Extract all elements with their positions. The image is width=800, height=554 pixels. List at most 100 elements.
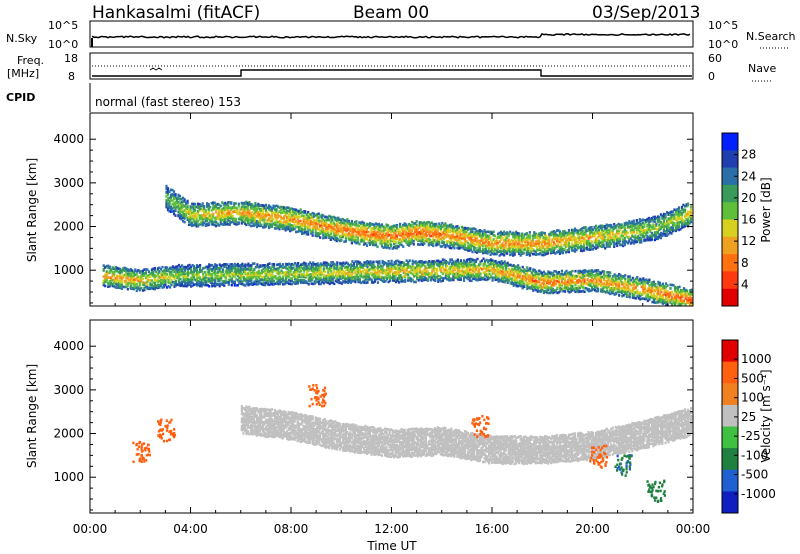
power-cell <box>483 247 486 251</box>
power-cell <box>567 244 571 248</box>
power-cell <box>287 206 290 210</box>
power-cell <box>122 274 125 277</box>
power-cell <box>478 249 482 253</box>
power-cell <box>191 273 194 276</box>
power-cell <box>379 241 382 244</box>
power-cell <box>325 266 328 270</box>
power-cell <box>528 241 531 245</box>
power-cell <box>197 202 200 206</box>
power-cell <box>201 202 204 205</box>
power-cell <box>433 229 436 233</box>
power-cell <box>233 265 236 269</box>
power-cell <box>222 202 225 206</box>
power-cell <box>210 215 213 219</box>
power-cell <box>608 232 611 236</box>
power-cell <box>411 224 414 227</box>
power-cell <box>635 236 638 240</box>
power-cell <box>246 211 249 214</box>
power-cell <box>349 229 352 232</box>
power-cell <box>438 238 441 241</box>
power-cell <box>266 268 270 272</box>
power-cell <box>491 231 494 234</box>
power-cell <box>343 240 346 243</box>
power-cell <box>537 234 540 238</box>
power-cell <box>318 264 321 267</box>
power-cell <box>234 206 237 210</box>
power-cell <box>376 277 380 281</box>
power-cell <box>533 252 536 256</box>
power-cell <box>546 242 549 245</box>
power-cell <box>221 201 224 204</box>
power-cell <box>498 254 501 257</box>
power-cell <box>531 238 534 241</box>
power-cell <box>546 239 549 243</box>
power-cell <box>380 234 384 237</box>
power-cell <box>414 228 417 231</box>
power-cell <box>249 207 252 210</box>
power-cell <box>305 221 308 224</box>
power-cell <box>264 222 268 226</box>
power-cell <box>230 201 233 204</box>
power-cell <box>260 209 263 212</box>
power-cell <box>403 233 406 237</box>
power-cell <box>197 205 200 208</box>
power-cell <box>402 271 405 275</box>
power-cell <box>340 230 343 234</box>
power-cell <box>296 225 299 229</box>
power-cell <box>248 211 251 214</box>
power-cell <box>373 236 376 240</box>
power-cell <box>314 232 317 235</box>
power-cell <box>546 252 549 255</box>
power-cell <box>266 266 270 270</box>
power-cell <box>243 216 246 220</box>
power-cell <box>288 266 291 269</box>
power-cell <box>602 235 605 238</box>
power-cell <box>620 225 623 228</box>
power-cell <box>489 253 492 256</box>
power-cell <box>408 264 411 268</box>
power-cell <box>569 234 572 237</box>
power-cell <box>637 225 640 228</box>
power-cell <box>239 208 242 211</box>
power-cell <box>543 234 546 237</box>
power-cell <box>688 211 691 214</box>
power-cell <box>638 239 641 243</box>
power-cell <box>179 265 182 269</box>
power-cell <box>385 232 388 235</box>
power-cell <box>384 270 387 274</box>
power-cell <box>194 202 197 206</box>
power-cell <box>459 233 462 236</box>
power-cell <box>586 234 589 237</box>
power-cell <box>174 284 178 287</box>
power-cell <box>402 264 405 268</box>
power-cell <box>564 241 568 245</box>
power-cell <box>507 245 510 249</box>
power-cell <box>447 239 450 243</box>
power-cell <box>297 262 300 265</box>
power-cell <box>359 227 362 230</box>
power-cell <box>537 232 540 236</box>
power-cell <box>399 274 402 277</box>
power-cell <box>235 284 238 287</box>
power-cell <box>339 277 342 280</box>
power-cell <box>255 209 258 212</box>
power-cell <box>167 268 170 271</box>
power-cell <box>117 284 120 288</box>
power-cell <box>403 236 406 240</box>
power-cell <box>604 247 607 250</box>
power-cell <box>617 240 620 244</box>
power-cell <box>172 202 176 205</box>
power-cell <box>543 240 546 244</box>
power-cell <box>267 217 271 220</box>
power-cell <box>169 193 173 197</box>
power-cell <box>165 266 169 269</box>
power-cell <box>439 245 442 248</box>
power-cell <box>518 234 521 237</box>
power-cell <box>620 231 623 235</box>
power-cell <box>194 206 197 209</box>
power-cell <box>611 233 614 236</box>
power-cell <box>557 249 560 253</box>
power-cell <box>305 225 308 229</box>
power-cell <box>153 284 156 288</box>
